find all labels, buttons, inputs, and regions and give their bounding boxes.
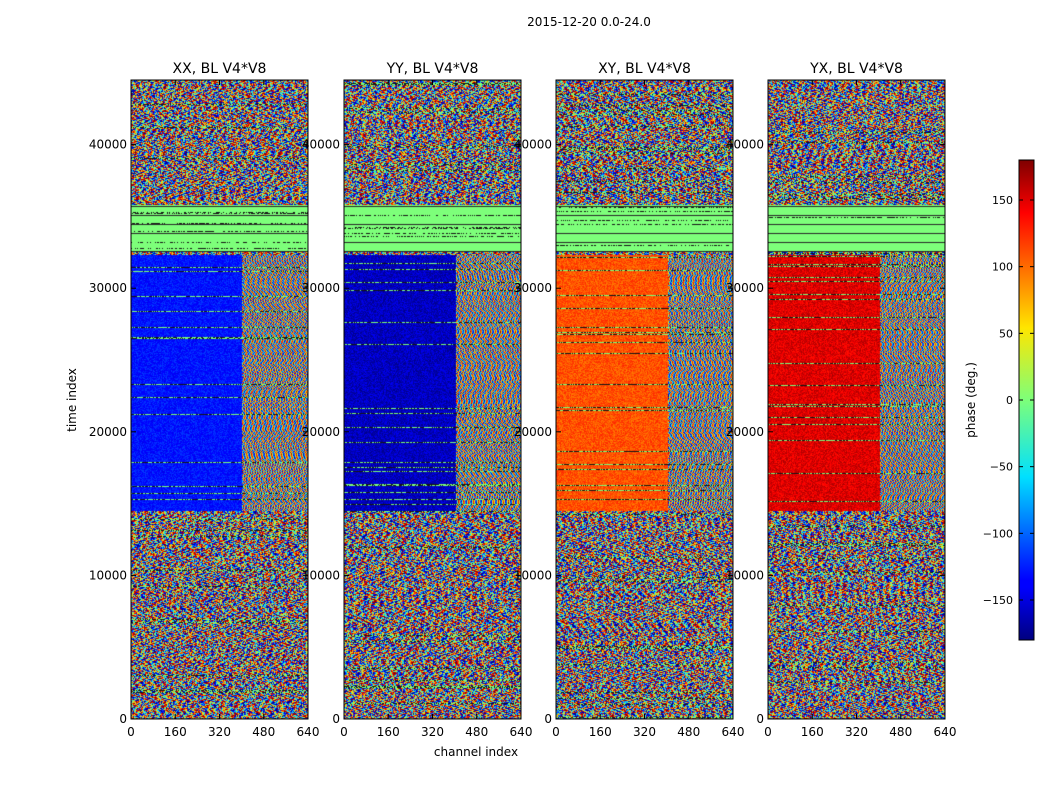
y-tick-label: 0	[756, 712, 764, 726]
panel-heatmap	[131, 80, 308, 719]
y-tick-label: 30000	[89, 281, 127, 295]
y-tick-label: 30000	[726, 281, 764, 295]
panels: XX, BL V4*V8 0 160 320 480 640 0 10000 20000 3000…	[89, 61, 957, 739]
y-tick-label: 10000	[89, 568, 127, 582]
y-tick-label: 40000	[89, 138, 127, 152]
panel-title: XX, BL V4*V8	[173, 61, 267, 77]
y-tick-label: 20000	[89, 425, 127, 439]
panel-2: YY, BL V4*V8 0 160 320 480 640 0 10000 20000 3000…	[302, 61, 533, 739]
colorbar-tick-label: 50	[999, 327, 1013, 340]
panel-title: YY, BL V4*V8	[386, 61, 479, 77]
x-tick-label: 160	[164, 725, 187, 739]
x-tick-label: 480	[889, 725, 912, 739]
colorbar-tick-label: −100	[983, 527, 1013, 540]
panel-1: XX, BL V4*V8 0 160 320 480 640 0 10000 20000 3000…	[89, 61, 320, 739]
colorbar-tick-label: 150	[992, 194, 1013, 207]
colorbar-tick-label: −50	[990, 461, 1013, 474]
x-tick-label: 160	[377, 725, 400, 739]
x-tick-label: 320	[845, 725, 868, 739]
x-tick-label: 320	[421, 725, 444, 739]
y-tick-label: 10000	[514, 568, 552, 582]
x-tick-label: 480	[252, 725, 275, 739]
y-tick-label: 0	[332, 712, 340, 726]
x-tick-label: 640	[297, 725, 320, 739]
panel-4: YX, BL V4*V8 0 160 320 480 640 0 10000 20000 3000…	[726, 61, 957, 739]
x-tick-label: 320	[208, 725, 231, 739]
x-axis-label: channel index	[434, 745, 518, 759]
panel-title: XY, BL V4*V8	[598, 61, 691, 77]
y-tick-label: 0	[544, 712, 552, 726]
y-tick-label: 10000	[302, 568, 340, 582]
y-tick-label: 30000	[514, 281, 552, 295]
x-tick-label: 480	[677, 725, 700, 739]
x-tick-label: 0	[340, 725, 348, 739]
x-tick-label: 0	[764, 725, 772, 739]
panel-heatmap	[344, 80, 521, 719]
y-axis-label: time index	[65, 368, 79, 432]
y-tick-label: 20000	[302, 425, 340, 439]
panel-3: XY, BL V4*V8 0 160 320 480 640 0 10000 20000 3000…	[514, 61, 745, 739]
x-tick-label: 640	[934, 725, 957, 739]
panel-heatmap	[768, 80, 945, 719]
colorbar: 150 100 50 0 −50 −100 −150 phase (deg.)	[964, 159, 1035, 641]
panel-title: YX, BL V4*V8	[809, 61, 903, 77]
colorbar-tick-label: −150	[983, 594, 1013, 607]
colorbar-tick-label: 0	[1006, 394, 1013, 407]
y-tick-label: 40000	[514, 138, 552, 152]
y-tick-label: 40000	[726, 138, 764, 152]
panel-heatmap	[556, 80, 733, 719]
colorbar-ticks: 150 100 50 0 −50 −100 −150	[983, 194, 1034, 607]
x-tick-label: 160	[589, 725, 612, 739]
colorbar-tick-label: 100	[992, 261, 1013, 274]
x-tick-label: 0	[552, 725, 560, 739]
x-tick-label: 160	[801, 725, 824, 739]
x-tick-label: 640	[510, 725, 533, 739]
colorbar-label: phase (deg.)	[964, 362, 978, 438]
x-tick-label: 0	[127, 725, 135, 739]
y-tick-label: 10000	[726, 568, 764, 582]
y-tick-label: 20000	[726, 425, 764, 439]
y-tick-label: 20000	[514, 425, 552, 439]
x-tick-label: 640	[722, 725, 745, 739]
x-tick-label: 320	[633, 725, 656, 739]
x-tick-label: 480	[465, 725, 488, 739]
figure-suptitle: 2015-12-20 0.0-24.0	[527, 15, 651, 29]
y-tick-label: 30000	[302, 281, 340, 295]
y-tick-label: 40000	[302, 138, 340, 152]
y-tick-label: 0	[119, 712, 127, 726]
